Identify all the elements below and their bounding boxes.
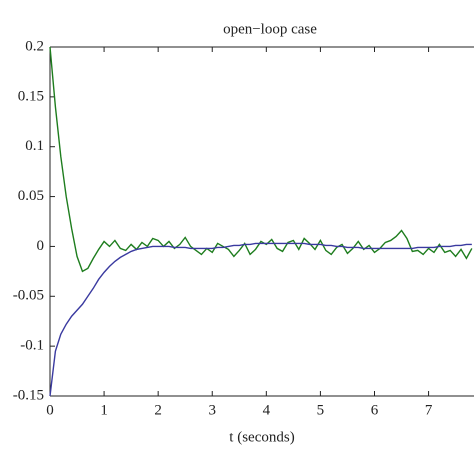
series-line	[49, 242, 472, 397]
x-tick-label: 3	[208, 402, 216, 418]
y-tick-label: 0.1	[25, 138, 44, 154]
x-tick-label: 2	[154, 402, 162, 418]
x-tick-label: 0	[46, 402, 54, 418]
chart-title: open−loop case	[223, 21, 317, 37]
x-tick-label: 5	[317, 402, 325, 418]
y-tick-label: 0.15	[18, 88, 44, 104]
x-tick-label: 7	[425, 402, 433, 418]
y-tick-label: 0	[37, 238, 45, 254]
series-line	[49, 46, 473, 273]
y-tick-label: -0.1	[20, 338, 44, 354]
x-tick-label: 6	[371, 402, 379, 418]
x-tick-label: 1	[100, 402, 108, 418]
x-tick-label: 4	[263, 402, 271, 418]
y-tick-label: 0.2	[25, 38, 44, 54]
y-tick-label: -0.15	[13, 387, 44, 403]
y-tick-label: -0.05	[13, 288, 44, 304]
x-axis-label: t (seconds)	[229, 429, 294, 445]
y-tick-label: 0.05	[18, 188, 44, 204]
